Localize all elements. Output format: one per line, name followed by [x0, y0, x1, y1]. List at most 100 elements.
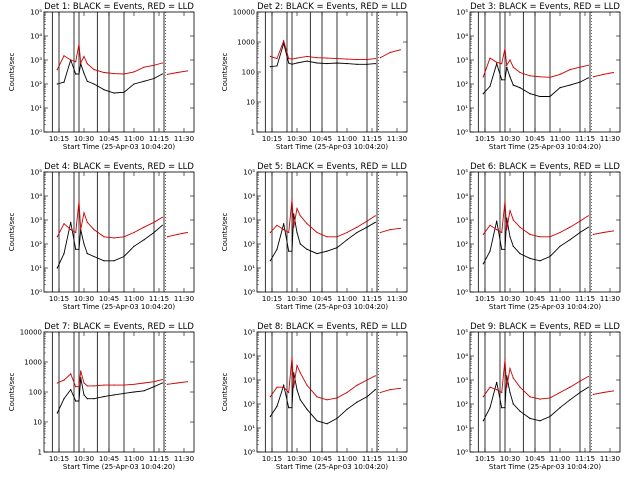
events-point [356, 401, 358, 403]
events-series-line [56, 222, 163, 269]
x-axis-label: Start Time (25-Apr-03 10:04:20) [489, 303, 601, 311]
lld-point [326, 236, 328, 238]
x-tick-label: 11:00 [550, 455, 570, 463]
lld-point [288, 231, 290, 234]
x-axis-label: Start Time (25-Apr-03 10:04:20) [276, 303, 388, 311]
lld-point [143, 226, 145, 228]
lld-point [529, 233, 531, 235]
x-tick-label: 10:30 [74, 455, 94, 463]
y-axis-label: Counts/sec [8, 213, 16, 252]
x-tick-label: 11:30 [387, 455, 407, 463]
lld-point [389, 51, 391, 54]
lld-series-line [270, 39, 376, 61]
events-series-line [56, 377, 163, 414]
lld-point [366, 379, 368, 381]
lld-point [306, 223, 308, 225]
y-tick-label: 10⁴ [243, 353, 255, 361]
lld-point [592, 76, 594, 78]
x-tick-label: 11:00 [550, 135, 570, 143]
x-tick-label: 10:45 [525, 135, 545, 143]
lld-point [569, 386, 571, 388]
lld-point [299, 372, 301, 374]
x-tick-label: 11:30 [600, 135, 620, 143]
lld-point [63, 379, 65, 381]
lld-point [326, 399, 328, 401]
events-point [78, 400, 80, 402]
x-tick-label: 10:30 [287, 455, 307, 463]
y-tick-label: 10⁴ [30, 33, 42, 41]
x-tick-label: 10:15 [49, 295, 69, 303]
x-tick-label: 11:30 [387, 135, 407, 143]
events-point [587, 226, 589, 228]
y-tick-label: 10² [243, 401, 255, 409]
lld-point [56, 236, 58, 238]
events-point [579, 231, 581, 234]
y-tick-label: 10¹ [30, 105, 42, 113]
events-point [56, 267, 58, 269]
lld-point [93, 385, 95, 387]
events-point [579, 391, 581, 394]
y-tick-label: 100 [242, 69, 255, 77]
lld-series-line [380, 49, 401, 59]
lld-series-line [482, 359, 589, 400]
events-point [299, 243, 301, 245]
lld-point [559, 231, 561, 234]
y-tick-label: 10² [30, 81, 42, 89]
lld-point [288, 391, 290, 394]
y-axis-label: Counts/sec [221, 213, 229, 252]
lld-point [346, 58, 348, 60]
x-tick-label: 10:45 [99, 295, 119, 303]
x-tick-label: 10:15 [262, 295, 282, 303]
lld-point [356, 59, 358, 61]
lld-point [509, 59, 511, 61]
events-point [113, 260, 115, 262]
events-point [501, 407, 503, 409]
events-point [86, 253, 88, 255]
lld-point [269, 396, 271, 398]
events-point [276, 248, 278, 250]
events-point [288, 250, 290, 252]
events-point [161, 382, 163, 384]
x-tick-label: 11:00 [124, 295, 144, 303]
events-point [78, 73, 80, 75]
x-axis-label: Start Time (25-Apr-03 10:04:20) [63, 143, 175, 151]
lld-point [93, 229, 95, 231]
lld-point [293, 226, 295, 228]
events-point [153, 231, 155, 234]
lld-point [559, 73, 561, 75]
lld-point [336, 236, 338, 238]
x-axis-label: Start Time (25-Apr-03 10:04:20) [489, 143, 601, 151]
events-point [123, 91, 125, 93]
events-point [288, 62, 290, 64]
x-tick-label: 10:15 [262, 135, 282, 143]
lld-point [276, 386, 278, 388]
lld-point [399, 227, 401, 229]
lld-point [291, 58, 293, 60]
events-point [288, 407, 290, 409]
lld-point [306, 55, 308, 58]
events-point [143, 239, 145, 241]
lld-point [602, 231, 604, 234]
lld-point [509, 367, 511, 370]
x-tick-label: 11:00 [337, 295, 357, 303]
events-point [501, 248, 503, 250]
lld-point [501, 63, 503, 65]
y-tick-label: 10³ [456, 217, 468, 225]
events-point [269, 66, 271, 68]
lld-point [482, 396, 484, 398]
chart-panel-5: Det 5: BLACK = Events, RED = LLD Counts/s… [221, 162, 408, 311]
lld-point [549, 76, 551, 78]
events-point [512, 245, 514, 247]
lld-point [592, 233, 594, 235]
events-point [374, 389, 376, 391]
events-point [519, 87, 521, 89]
y-tick-label: 10⁰ [243, 289, 255, 297]
x-axis-label: Start Time (25-Apr-03 10:04:20) [276, 463, 388, 471]
x-tick-label: 10:30 [500, 455, 520, 463]
events-point [346, 239, 348, 241]
events-point [299, 399, 301, 401]
events-point [283, 384, 285, 386]
events-point [529, 93, 531, 95]
